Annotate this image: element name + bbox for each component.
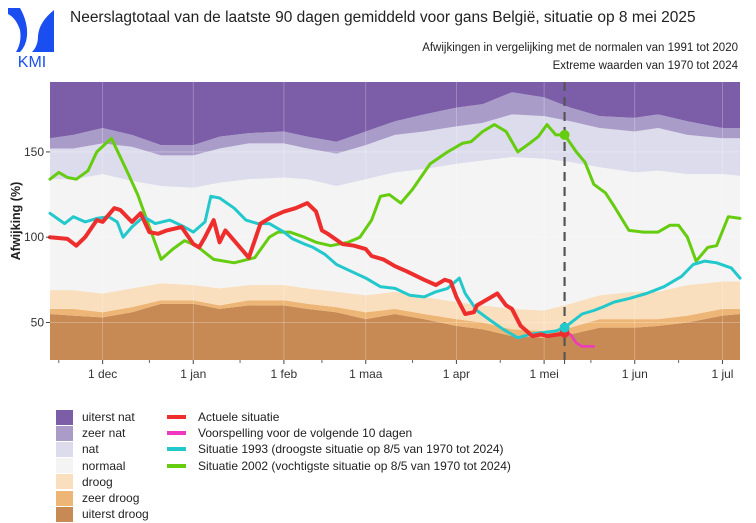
x-tick-label-1-jan: 1 jan: [180, 367, 206, 381]
legend-line-swatch: [167, 463, 186, 468]
legend-item-droog: droog: [56, 474, 149, 490]
y-axis-label: Afwijking (%): [9, 182, 23, 260]
x-tick-label-1-jul: 1 jul: [711, 367, 733, 381]
x-tick-label-1-dec: 1 dec: [88, 367, 117, 381]
chart-title: Neerslagtotaal van de laatste 90 dagen g…: [70, 9, 696, 26]
legend-item-zeer-nat: zeer nat: [56, 425, 149, 441]
y-tick-label-150: 150: [24, 145, 44, 159]
legend-item-line-0: Actuele situatie: [167, 409, 511, 425]
marker-2002: [559, 129, 570, 140]
legend-item-uiterst-droog: uiterst droog: [56, 506, 149, 522]
legend-categories: uiterst nat zeer nat nat normaal droog zeer d…: [56, 409, 149, 522]
legend-label: zeer droog: [82, 491, 140, 506]
legend-line-swatch: [167, 431, 186, 436]
kmi-logo-text: KMI: [18, 54, 46, 68]
x-tick-label-1-maa: 1 maa: [349, 367, 383, 381]
legend-label: Actuele situatie: [198, 410, 280, 425]
legend-swatch: [56, 409, 73, 425]
band-zeer-nat: [50, 92, 740, 156]
legend-label: zeer nat: [82, 426, 126, 441]
legend-swatch: [56, 441, 73, 457]
legend-label: Voorspelling voor de volgende 10 dagen: [198, 426, 413, 441]
legend-item-normaal: normaal: [56, 458, 149, 474]
legend-label: uiterst nat: [82, 410, 135, 425]
legend-label: Situatie 1993 (droogste situatie op 8/5 …: [198, 442, 504, 457]
legend-line-swatch: [167, 415, 186, 420]
series-voorspelling: [563, 331, 596, 348]
kmi-logo-mark: [8, 8, 28, 52]
chart-subtitle-normals: Afwijkingen in vergelijking met de norma…: [422, 42, 738, 54]
legend-label: droog: [82, 474, 113, 489]
legend-label: uiterst droog: [82, 507, 149, 522]
band-droog: [50, 281, 740, 332]
x-tick-label-1-mei: 1 mei: [529, 367, 558, 381]
legend-label: Situatie 2002 (vochtigste situatie op 8/…: [198, 458, 511, 473]
series-lines: [48, 82, 742, 360]
legend-swatch: [56, 474, 73, 490]
y-tick-label-50: 50: [31, 315, 45, 329]
legend-item-line-3: Situatie 2002 (vochtigste situatie op 8/…: [167, 458, 511, 474]
band-uiterst-nat: [50, 82, 740, 146]
series-actuele-situatie: [48, 201, 567, 339]
kmi-logo: KMI: [8, 8, 54, 68]
legend-swatch: [56, 425, 73, 441]
legend-item-nat: nat: [56, 441, 149, 457]
legend-item-line-1: Voorspelling voor de volgende 10 dagen: [167, 425, 511, 441]
legend-label: normaal: [82, 458, 126, 473]
chart-subtitle-extremes: Extreme waarden van 1970 tot 2024: [552, 60, 738, 72]
axes: 50 100 150 1 dec 1 jan 1 feb 1 maa 1 apr 1 mei 1 …: [24, 145, 733, 381]
legend-item-line-2: Situatie 1993 (droogste situatie op 8/5 …: [167, 441, 511, 457]
legend-swatch: [56, 458, 73, 474]
legend-item-uiterst-nat: uiterst nat: [56, 409, 149, 425]
x-tick-label-1-apr: 1 apr: [443, 367, 470, 381]
legend-lines: Actuele situatie Voorspelling voor de vol…: [167, 409, 511, 474]
legend-swatch: [56, 506, 73, 522]
x-tick-label-1-jun: 1 jun: [622, 367, 648, 381]
band-uiterst-droog: [50, 303, 740, 360]
y-tick-label-100: 100: [24, 230, 44, 244]
series-2002: [48, 123, 742, 265]
legend-swatch: [56, 490, 73, 506]
legend-item-zeer-droog: zeer droog: [56, 490, 149, 506]
series-1993: [48, 194, 742, 340]
precipitation-chart: 50 100 150 1 dec 1 jan 1 feb 1 maa 1 apr 1 mei 1 …: [9, 82, 742, 381]
x-tick-label-1-feb: 1 feb: [271, 367, 298, 381]
kmi-logo-mark-right: [32, 10, 54, 52]
marker-1993: [559, 322, 570, 333]
legend-label: nat: [82, 442, 99, 457]
legend-line-swatch: [167, 447, 186, 452]
band-normaal: [50, 157, 740, 311]
